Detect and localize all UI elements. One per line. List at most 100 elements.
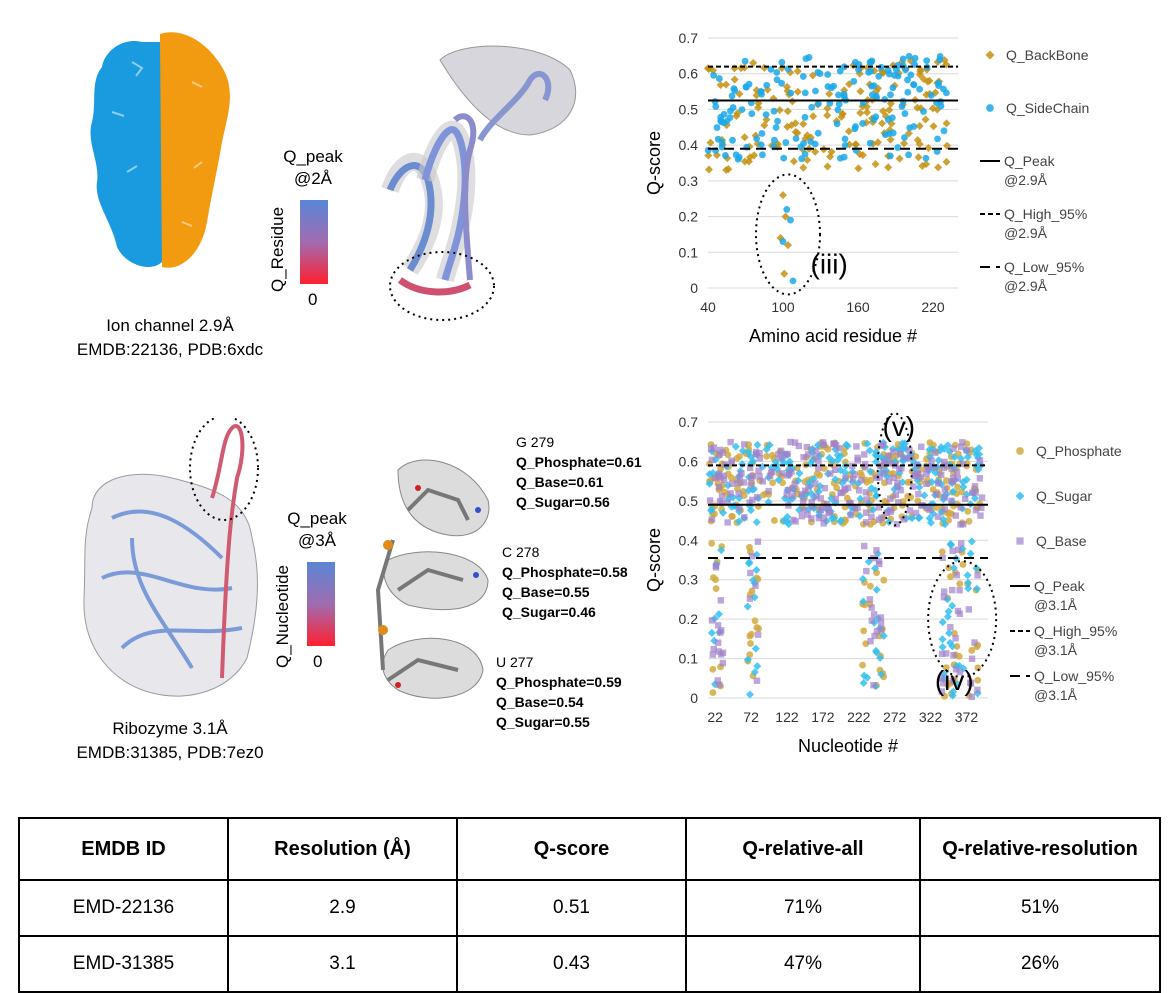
data-point-q-base	[949, 586, 956, 594]
data-point-q-base	[735, 490, 742, 497]
nucleotide-u277-base: Q_Base=0.54	[496, 694, 584, 710]
table-cell: 0.51	[456, 879, 687, 937]
data-point-q-sidechain	[916, 85, 923, 93]
data-point-q-sidechain	[833, 120, 841, 128]
data-point-q-base	[775, 451, 782, 458]
legend-label: Q_Peak	[1004, 153, 1056, 169]
data-point-q-base	[817, 495, 825, 502]
x-axis-label: Nucleotide #	[798, 736, 898, 756]
data-point-q-sidechain	[812, 87, 819, 95]
y-tick-label: 0.6	[679, 453, 699, 469]
data-point-q-base	[933, 491, 940, 498]
data-point-q-base	[901, 454, 908, 462]
nucleotide-g279-phosphate: Q_Phosphate=0.61	[516, 454, 642, 470]
ion-channel-density-map	[90, 32, 230, 268]
legend-label: @2.9Å	[1004, 278, 1048, 294]
data-point-q-base	[952, 512, 959, 519]
data-point-q-base	[708, 516, 716, 523]
data-point-q-sugar	[937, 443, 946, 452]
data-point-q-phosphate	[709, 689, 717, 696]
data-point-q-base	[827, 470, 834, 477]
data-point-q-base	[910, 483, 917, 490]
data-point-q-backbone	[722, 80, 731, 89]
data-point-q-sidechain	[727, 107, 734, 115]
data-point-q-backbone	[724, 165, 733, 174]
data-point-q-backbone	[921, 115, 930, 124]
data-point-q-sugar	[743, 602, 752, 611]
data-point-q-base	[938, 471, 945, 479]
data-point-q-base	[825, 504, 832, 511]
nucleotide-g279-annotation: G 279 Q_Phosphate=0.61 Q_Base=0.61 Q_Sug…	[516, 432, 642, 512]
data-point-q-base	[926, 506, 933, 513]
data-point-q-base	[708, 456, 716, 463]
data-point-q-base	[863, 567, 870, 575]
data-point-q-backbone	[740, 133, 749, 142]
data-point-q-sugar	[934, 456, 943, 465]
y-tick-label: 0.2	[679, 209, 699, 225]
data-point-q-backbone	[863, 108, 872, 117]
data-point-q-sidechain	[836, 154, 844, 162]
data-point-q-phosphate	[771, 517, 778, 524]
nucleotide-u277-annotation: U 277 Q_Phosphate=0.59 Q_Base=0.54 Q_Sug…	[496, 652, 622, 732]
data-point-q-base	[963, 447, 970, 454]
data-point-q-sidechain	[778, 79, 785, 87]
data-point-q-base	[956, 587, 963, 594]
y-tick-label: 0.5	[679, 493, 699, 509]
x-tick-label: 72	[743, 709, 759, 725]
data-point-q-base	[971, 639, 978, 646]
data-point-q-base	[956, 610, 964, 617]
data-point-q-sidechain	[850, 77, 858, 85]
data-point-q-backbone	[886, 135, 895, 144]
y-tick-label: 0.7	[679, 30, 699, 46]
data-point-q-base	[851, 471, 858, 478]
data-point-q-sugar	[750, 668, 759, 677]
data-point-q-base	[862, 489, 870, 496]
data-point-q-base	[787, 438, 794, 446]
data-point-q-base	[875, 557, 883, 565]
data-point-q-backbone	[863, 63, 872, 72]
x-axis-label: Amino acid residue #	[749, 326, 917, 346]
data-point-q-sugar	[894, 445, 903, 454]
data-point-q-backbone	[783, 87, 792, 96]
table-cell: 26%	[919, 935, 1161, 993]
legend-marker	[985, 50, 995, 60]
data-point-q-backbone	[783, 122, 792, 131]
data-point-q-base	[815, 464, 822, 472]
data-point-q-base	[808, 498, 815, 506]
data-point-q-phosphate	[763, 452, 770, 460]
data-point-q-base	[968, 655, 976, 662]
data-point-q-backbone	[803, 131, 812, 140]
data-point-q-phosphate	[724, 451, 732, 459]
data-point-q-base	[715, 648, 722, 655]
data-point-q-sugar	[949, 687, 958, 696]
data-point-q-sugar	[943, 612, 952, 621]
data-point-q-backbone	[942, 119, 951, 128]
table-cell: 51%	[919, 879, 1161, 937]
data-point-q-base	[957, 521, 964, 528]
x-tick-label: 222	[847, 709, 871, 725]
y-tick-label: 0.1	[679, 244, 699, 260]
data-point-q-sidechain	[922, 154, 930, 162]
data-point-q-base	[712, 562, 720, 569]
nucleotide-c278-sugar: Q_Sugar=0.46	[502, 604, 596, 620]
y-tick-label: 0.3	[679, 572, 699, 588]
data-point-q-base	[791, 480, 798, 488]
data-point-q-backbone	[740, 63, 749, 72]
data-point-q-base	[759, 478, 766, 485]
data-point-q-base	[728, 480, 736, 487]
nucleotide-c278-annotation: C 278 Q_Phosphate=0.58 Q_Base=0.55 Q_Sug…	[502, 542, 628, 622]
data-point-q-base	[854, 454, 861, 461]
legend-label: Q_High_95%	[1004, 206, 1087, 222]
data-point-q-base	[867, 638, 874, 645]
data-point-q-backbone	[874, 84, 883, 93]
data-point-q-base	[782, 451, 789, 459]
data-point-q-base	[754, 538, 762, 545]
data-point-q-sugar	[971, 494, 980, 503]
data-point-q-base	[938, 650, 946, 657]
colorbar-top-title: Q_peak @2Å	[268, 146, 358, 190]
data-point-q-base	[805, 483, 812, 491]
data-point-q-sugar	[884, 518, 893, 527]
data-point-q-base	[755, 467, 762, 474]
data-point-q-phosphate	[709, 665, 717, 673]
data-point-q-base	[752, 451, 760, 458]
